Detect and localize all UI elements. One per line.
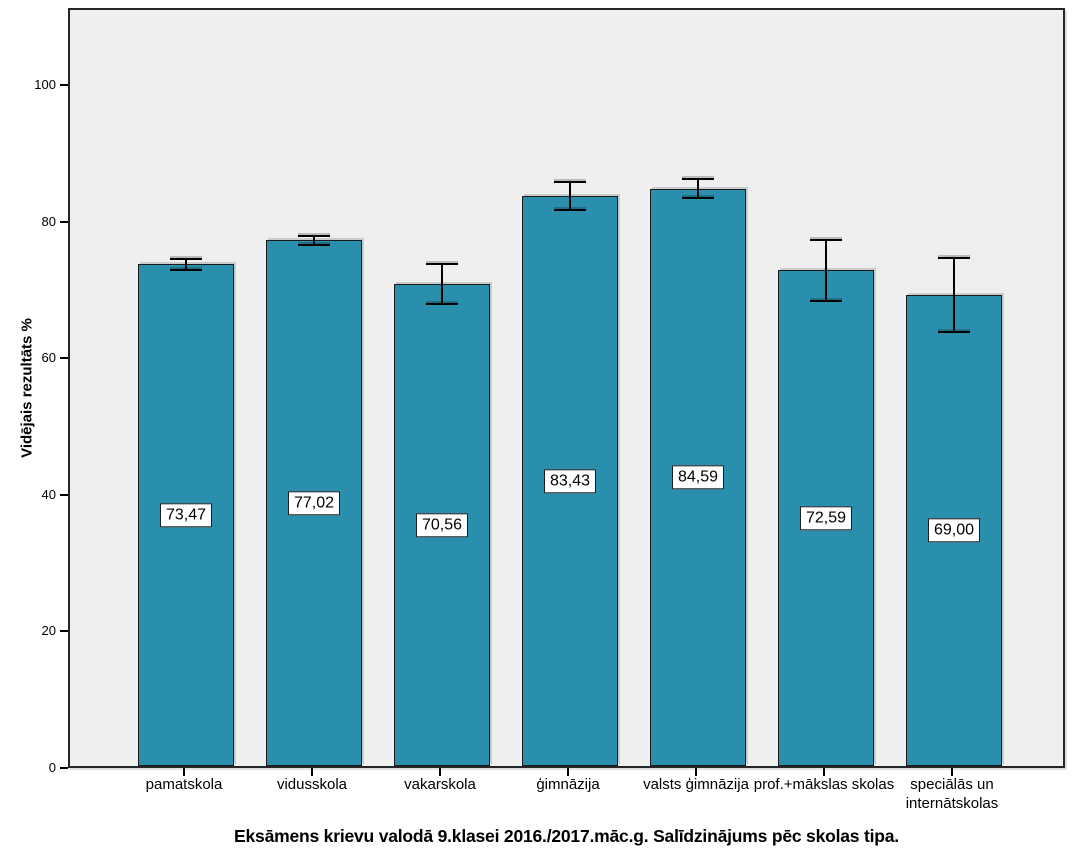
x-tick-2 <box>311 768 313 776</box>
bar-value-label-2: 77,02 <box>287 490 341 516</box>
error-bar-cap-bottom-4 <box>554 209 586 212</box>
error-bar-cap-top-5 <box>682 178 714 181</box>
error-bar-cap-bottom-2 <box>298 243 330 246</box>
y-tick-40 <box>60 493 68 496</box>
error-bar-cap-bottom-7 <box>938 331 970 334</box>
error-bar-line-5 <box>697 178 699 199</box>
y-tick-label-0: 0 <box>48 760 56 775</box>
y-tick-20 <box>60 630 68 633</box>
y-axis-title: Vidējais rezultāts % <box>18 318 36 458</box>
chart-title: Eksāmens krievu valodā 9.klasei 2016./20… <box>234 826 899 846</box>
y-tick-label-80: 80 <box>41 213 56 229</box>
error-bar-cap-top-1 <box>170 257 202 260</box>
error-bar-cap-bottom-3 <box>426 303 458 306</box>
y-tick-label-60: 60 <box>41 350 56 366</box>
error-bar-cap-bottom-6 <box>810 299 842 302</box>
y-tick-80 <box>60 220 68 223</box>
bar-value-label-4: 83,43 <box>543 468 597 494</box>
x-tick-5 <box>695 768 697 776</box>
x-category-label-5: valsts ģimnāzija <box>643 776 749 793</box>
x-tick-3 <box>439 768 441 776</box>
error-bar-cap-top-4 <box>554 181 586 184</box>
x-category-label-1: pamatskola <box>145 776 223 793</box>
error-bar-cap-bottom-1 <box>170 269 202 272</box>
x-category-label-7: speciālās un internātskolas <box>905 776 999 812</box>
error-bar-cap-bottom-5 <box>682 196 714 199</box>
x-tick-1 <box>183 768 185 776</box>
error-bar-line-2 <box>313 234 315 246</box>
bar-value-label-1: 73,47 <box>159 502 213 528</box>
y-tick-100 <box>60 84 68 87</box>
y-tick-60 <box>60 357 68 360</box>
error-bar-cap-top-7 <box>938 256 970 259</box>
error-bar-line-7 <box>953 256 955 334</box>
x-tick-7 <box>951 768 953 776</box>
error-bar-line-4 <box>569 181 571 212</box>
x-category-label-4: ģimnāzija <box>536 776 600 793</box>
bar-value-label-5: 84,59 <box>671 464 725 490</box>
error-bar-line-1 <box>185 257 187 272</box>
y-tick-label-40: 40 <box>41 486 56 502</box>
bar-value-label-7: 69,00 <box>927 518 981 543</box>
y-tick-label-100: 100 <box>34 77 56 93</box>
x-tick-6 <box>823 768 825 776</box>
error-bar-line-3 <box>441 263 443 306</box>
bar-value-label-6: 72,59 <box>799 505 853 531</box>
plot-area: 73,47 77,02 70,56 83,43 84,59 72,59 69,00 <box>68 8 1065 768</box>
y-tick-label-20: 20 <box>41 623 56 639</box>
error-bar-line-6 <box>825 239 827 302</box>
x-category-label-2: vidusskola <box>276 776 348 793</box>
error-bar-cap-top-2 <box>298 234 330 237</box>
bar-value-label-3: 70,56 <box>415 512 469 538</box>
error-bar-cap-top-6 <box>810 239 842 242</box>
x-tick-4 <box>567 768 569 776</box>
error-bar-cap-top-3 <box>426 263 458 266</box>
y-tick-0 <box>60 767 68 769</box>
x-category-label-3: vakarskola <box>404 776 476 793</box>
x-category-label-6: prof.+mākslas skolas <box>753 776 895 793</box>
